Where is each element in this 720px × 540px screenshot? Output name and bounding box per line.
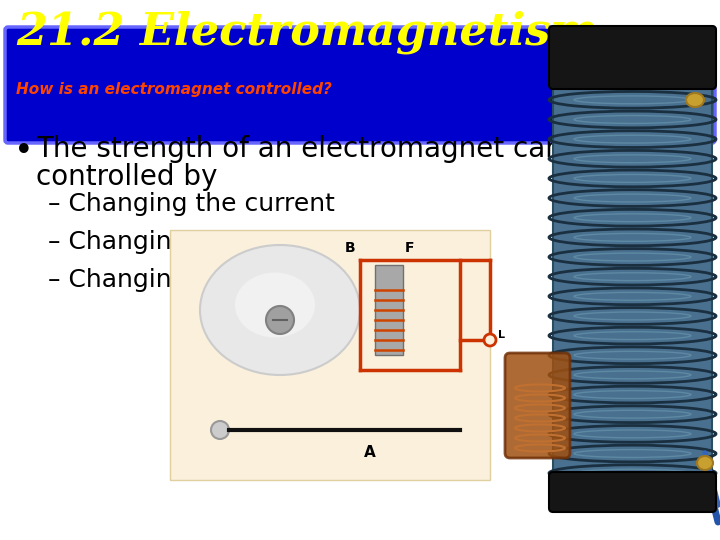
Text: •: •: [14, 135, 34, 168]
Circle shape: [484, 334, 496, 346]
Text: How is an electromagnet controlled?: How is an electromagnet controlled?: [16, 82, 332, 97]
Ellipse shape: [697, 456, 713, 470]
Ellipse shape: [686, 93, 704, 107]
Ellipse shape: [235, 273, 315, 338]
Ellipse shape: [200, 245, 360, 375]
FancyBboxPatch shape: [553, 63, 712, 490]
Text: L: L: [498, 330, 505, 340]
Text: 21.2 Electromagnetism: 21.2 Electromagnetism: [16, 10, 598, 53]
Text: A: A: [364, 445, 376, 460]
Circle shape: [266, 306, 294, 334]
Text: The strength of an electromagnet can be: The strength of an electromagnet can be: [36, 135, 606, 163]
Text: – Changing the number of turns: – Changing the number of turns: [48, 230, 447, 254]
Text: – Changing the current: – Changing the current: [48, 192, 335, 216]
FancyBboxPatch shape: [505, 353, 570, 458]
Circle shape: [211, 421, 229, 439]
Text: controlled by: controlled by: [36, 163, 217, 191]
FancyBboxPatch shape: [5, 27, 715, 143]
Text: B: B: [344, 241, 355, 255]
Text: F: F: [405, 241, 415, 255]
Bar: [375, 265, 403, 355]
FancyBboxPatch shape: [170, 230, 490, 480]
FancyBboxPatch shape: [549, 472, 716, 512]
FancyBboxPatch shape: [549, 26, 716, 89]
Text: – Changing the core material: – Changing the core material: [48, 268, 411, 292]
